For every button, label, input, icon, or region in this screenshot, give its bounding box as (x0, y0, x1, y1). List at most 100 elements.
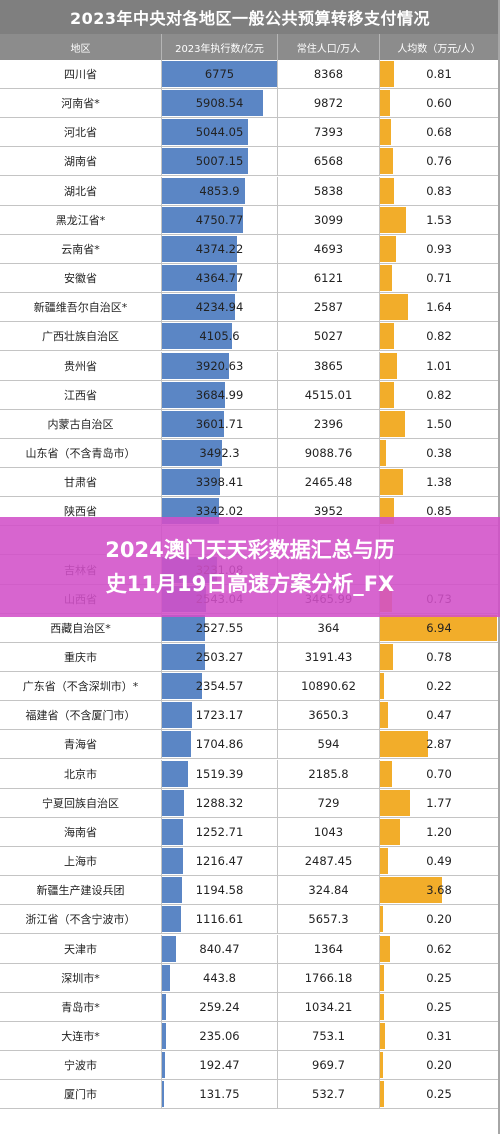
per-capita-value: 0.82 (426, 387, 452, 402)
per-capita-cell: 1.53 (380, 206, 498, 234)
payment-value: 192.47 (199, 1058, 240, 1073)
region-cell: 深圳市* (0, 963, 162, 992)
payment-value: 1194.58 (195, 883, 244, 898)
per-capita-bar (380, 177, 394, 204)
data-table: 四川省 6775 8368 0.81 河南省* 5908.54 9872 0.60 河北省 504… (0, 60, 500, 1134)
population-value: 4515.01 (304, 387, 353, 402)
region-cell: 广西壮族自治区 (0, 322, 162, 351)
payment-bar (162, 1022, 167, 1049)
payment-cell: 5908.54 (162, 89, 278, 118)
region-cell: 河南省* (0, 89, 162, 118)
per-capita-value: 0.31 (426, 1028, 452, 1043)
table-row: 海南省 1252.71 1043 1.20 (0, 817, 500, 847)
per-capita-cell: 0.83 (380, 177, 498, 205)
per-capita-bar (380, 1052, 384, 1079)
region-label: 河北省 (64, 126, 97, 140)
payment-bar (162, 673, 203, 700)
population-cell: 4693 (278, 234, 380, 263)
per-capita-bar (380, 760, 392, 787)
population-cell: 1034.21 (278, 992, 380, 1021)
per-capita-value: 0.81 (426, 67, 452, 81)
per-capita-cell: 0.93 (380, 235, 498, 263)
region-cell: 新疆生产建设兵团 (0, 876, 162, 905)
population-cell: 7393 (278, 118, 380, 147)
table-row: 浙江省（不含宁波市） 1116.61 5657.3 0.20 (0, 905, 500, 935)
payment-bar (162, 265, 237, 292)
region-cell: 大连市* (0, 1021, 162, 1050)
population-value: 2396 (313, 416, 344, 431)
per-capita-cell: 0.49 (380, 847, 498, 875)
population-cell: 2396 (278, 409, 380, 438)
table-row: 重庆市 2503.27 3191.43 0.78 (0, 643, 500, 672)
per-capita-value: 0.82 (426, 329, 452, 344)
population-value: 2487.45 (304, 854, 353, 869)
payment-value: 2503.27 (195, 650, 244, 664)
per-capita-value: 6.94 (426, 620, 452, 635)
per-capita-cell: 1.38 (380, 468, 498, 496)
population-cell: 4515.01 (278, 380, 380, 409)
population-cell: 9872 (278, 89, 380, 118)
payment-bar (162, 760, 188, 787)
per-capita-value: 1.01 (426, 358, 452, 373)
region-label: 云南省* (61, 242, 100, 256)
payment-bar (162, 90, 264, 117)
population-value: 7393 (313, 125, 344, 140)
payment-value: 1252.71 (195, 824, 244, 839)
table-row: 内蒙古自治区 3601.71 2396 1.50 (0, 409, 500, 439)
column-header-payment: 2023年执行数/亿元 (162, 34, 278, 60)
per-capita-bar (380, 265, 392, 292)
region-cell: 湖南省 (0, 147, 162, 176)
payment-cell: 1116.61 (162, 905, 278, 934)
population-value: 3650.3 (308, 708, 349, 723)
population-cell: 364 (278, 613, 380, 642)
payment-bar (162, 877, 183, 904)
payment-bar (162, 644, 205, 670)
population-value: 4693 (313, 241, 344, 256)
payment-bar (162, 235, 237, 262)
table-row: 广西壮族自治区 4105.6 5027 0.82 (0, 322, 500, 352)
region-cell: 内蒙古自治区 (0, 409, 162, 438)
region-cell: 重庆市 (0, 643, 162, 671)
region-cell: 宁波市 (0, 1051, 162, 1080)
per-capita-value: 0.83 (426, 183, 452, 198)
per-capita-value: 0.22 (426, 679, 452, 694)
region-label: 西藏自治区* (50, 621, 111, 635)
per-capita-value: 1.38 (426, 475, 452, 490)
per-capita-bar (380, 906, 384, 933)
payment-value: 3342.02 (195, 504, 244, 519)
per-capita-value: 0.78 (426, 650, 452, 664)
per-capita-cell: 0.70 (380, 760, 498, 788)
region-cell: 上海市 (0, 847, 162, 876)
per-capita-cell: 1.77 (380, 789, 498, 817)
payment-cell: 2354.57 (162, 672, 278, 701)
payment-cell: 6775 (162, 60, 278, 88)
table-row: 天津市 840.47 1364 0.62 (0, 934, 500, 964)
population-value: 969.7 (312, 1058, 345, 1073)
table-row: 上海市 1216.47 2487.45 0.49 (0, 847, 500, 877)
payment-cell: 1216.47 (162, 847, 278, 876)
per-capita-bar (380, 818, 401, 845)
region-label: 内蒙古自治区 (47, 417, 114, 431)
per-capita-bar (380, 469, 404, 496)
payment-bar (162, 206, 244, 233)
payment-bar (162, 381, 226, 408)
per-capita-cell: 2.87 (380, 730, 498, 758)
per-capita-value: 0.49 (426, 854, 452, 869)
per-capita-cell: 0.71 (380, 264, 498, 292)
payment-value: 4374.22 (195, 241, 244, 256)
per-capita-value: 0.68 (426, 125, 452, 140)
per-capita-cell: 0.20 (380, 905, 498, 933)
population-cell: 9088.76 (278, 438, 380, 467)
overlay-banner: 2024澳门天天彩数据汇总与历 史11月19日高速方案分析_FX (0, 517, 500, 617)
per-capita-value: 3.68 (426, 883, 452, 898)
per-capita-cell: 0.82 (380, 381, 498, 409)
payment-value: 3684.99 (195, 387, 244, 402)
region-label: 陕西省 (64, 505, 97, 519)
column-header-region: 地区 (0, 34, 162, 60)
population-value: 532.7 (312, 1087, 345, 1102)
population-value: 5027 (313, 329, 344, 344)
per-capita-value: 0.93 (426, 241, 452, 256)
region-label: 宁夏回族自治区 (42, 796, 119, 810)
payment-value: 259.24 (199, 999, 240, 1014)
region-label: 青岛市* (61, 1000, 100, 1014)
